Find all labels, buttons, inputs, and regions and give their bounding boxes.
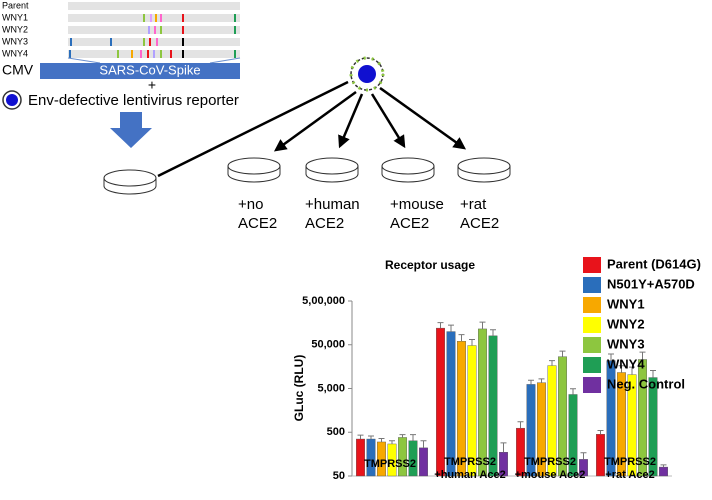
legend-label: WNY1 bbox=[607, 296, 645, 311]
plus: + bbox=[148, 77, 156, 93]
error-bar bbox=[389, 440, 395, 444]
seq-bar bbox=[68, 38, 240, 46]
arrow bbox=[273, 90, 357, 152]
y-tick-label: 50 bbox=[333, 470, 345, 482]
legend-label: WNY3 bbox=[607, 336, 645, 351]
x-tick-label: TMPRSS2 bbox=[364, 458, 416, 470]
error-bar bbox=[448, 324, 454, 332]
error-bar bbox=[629, 366, 635, 375]
row-label: WNY4 bbox=[2, 48, 28, 58]
mutation-ticks bbox=[69, 14, 236, 58]
y-tick-label: 500 bbox=[327, 426, 345, 438]
error-bar bbox=[368, 435, 374, 440]
row-label: WNY3 bbox=[2, 36, 28, 46]
legend-label: N501Y+A570D bbox=[607, 276, 695, 291]
down-arrow bbox=[110, 112, 152, 148]
seq-bar bbox=[68, 2, 240, 10]
error-bar bbox=[378, 437, 385, 442]
dish-label: +no bbox=[238, 196, 263, 213]
dish-label: +rat bbox=[460, 196, 487, 213]
error-bar bbox=[469, 338, 475, 346]
row-label: WNY1 bbox=[2, 12, 28, 22]
y-axis-label: GLuc (RLU) bbox=[292, 355, 306, 422]
legend-swatch bbox=[583, 277, 601, 293]
x-tick-label: TMPRSS2 +mouse Ace2 bbox=[515, 456, 586, 481]
bar bbox=[419, 447, 428, 477]
error-bar bbox=[399, 434, 406, 438]
y-tick-label: 5,000 bbox=[317, 382, 345, 394]
legend-swatch bbox=[583, 377, 601, 393]
dishes bbox=[103, 157, 511, 195]
y-tick-label: 50,000 bbox=[311, 339, 345, 351]
gene-bar bbox=[40, 63, 240, 79]
arrow bbox=[379, 86, 467, 150]
seq-bar bbox=[68, 14, 240, 22]
error-bar bbox=[570, 388, 576, 395]
zoom-line bbox=[209, 57, 241, 64]
dish-label: ACE2 bbox=[238, 215, 277, 232]
legend-swatch bbox=[583, 337, 601, 353]
legend-swatch bbox=[583, 357, 601, 373]
arrows bbox=[157, 80, 467, 178]
error-bar bbox=[528, 379, 534, 385]
dish-label: ACE2 bbox=[390, 215, 429, 232]
alignment: Parent WNY1 WNY2 WNY3 WNY4 bbox=[2, 0, 241, 64]
error-bar bbox=[549, 360, 555, 366]
arrow bbox=[157, 80, 349, 178]
promoter-label: CMV bbox=[2, 62, 34, 78]
error-bar bbox=[618, 365, 625, 373]
virion-core bbox=[358, 65, 376, 83]
bar bbox=[659, 466, 668, 477]
error-bar bbox=[500, 442, 507, 453]
legend-swatch bbox=[583, 317, 601, 333]
dish-label: +mouse bbox=[390, 196, 444, 213]
bar bbox=[478, 328, 487, 477]
virion-core bbox=[6, 94, 18, 106]
dish-label: ACE2 bbox=[305, 215, 344, 232]
error-bar bbox=[650, 369, 656, 378]
error-bar bbox=[608, 353, 614, 361]
arrow bbox=[370, 93, 406, 149]
y-tick-label: 5,00,000 bbox=[302, 295, 345, 307]
legend-swatch bbox=[583, 297, 601, 313]
legend-swatch bbox=[583, 257, 601, 273]
dish-label: +human bbox=[305, 196, 360, 213]
error-bar bbox=[490, 329, 496, 336]
error-bar bbox=[660, 464, 667, 468]
error-bar bbox=[479, 321, 486, 329]
chart-title: Receptor usage bbox=[385, 258, 475, 272]
error-bar bbox=[437, 322, 444, 329]
error-bar bbox=[639, 351, 646, 360]
error-bar bbox=[559, 350, 566, 357]
zoom-line bbox=[67, 57, 101, 64]
error-bar bbox=[580, 452, 587, 460]
row-label: Parent bbox=[2, 0, 29, 10]
error-bar bbox=[538, 378, 545, 383]
bar bbox=[436, 327, 445, 477]
dish-labels: +no ACE2 +human ACE2 +mouse ACE2 +rat AC… bbox=[238, 196, 499, 232]
bar bbox=[446, 331, 456, 477]
error-bar bbox=[420, 440, 427, 448]
spikes bbox=[349, 56, 385, 92]
error-bar bbox=[410, 434, 416, 441]
x-tick-label: TMPRSS2 +human Ace2 bbox=[434, 456, 505, 481]
error-bar bbox=[458, 334, 465, 342]
error-bar bbox=[517, 421, 524, 429]
gene-label: SARS-CoV-Spike bbox=[99, 62, 200, 77]
bar bbox=[398, 437, 407, 477]
legend-label: Neg. Control bbox=[607, 376, 685, 391]
x-tick-label: TMPRSS2 +rat Ace2 bbox=[604, 456, 656, 481]
reporter-label: Env-defective lentivirus reporter bbox=[28, 92, 239, 109]
error-bar bbox=[357, 434, 364, 440]
arrow bbox=[338, 93, 364, 149]
row-label: WNY2 bbox=[2, 24, 28, 34]
legend-label: WNY4 bbox=[607, 356, 645, 371]
legend-label: WNY2 bbox=[607, 316, 645, 331]
error-bar bbox=[597, 429, 604, 435]
legend-label: Parent (D614G) bbox=[607, 256, 701, 271]
dish-label: ACE2 bbox=[460, 215, 499, 232]
